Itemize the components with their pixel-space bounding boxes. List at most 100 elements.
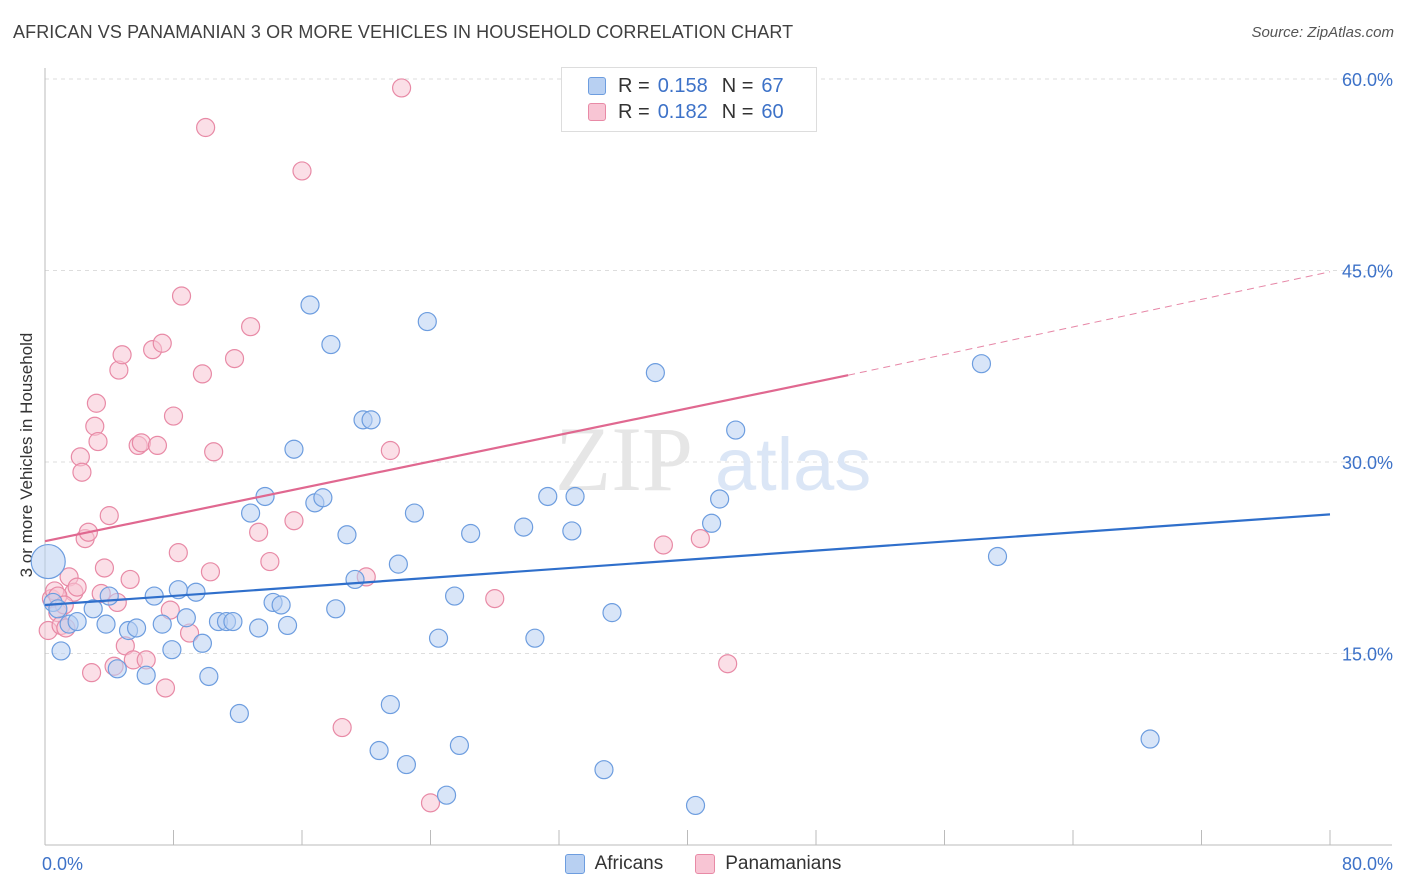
africans-point	[645, 363, 665, 383]
africans-point	[67, 611, 87, 632]
panamanians-point	[99, 506, 119, 526]
africans-point	[300, 295, 320, 315]
africans-point	[514, 517, 534, 537]
africans-point	[277, 615, 298, 636]
legend-item-panamanians[interactable]: Panamanians	[695, 853, 841, 875]
panamanians-point	[249, 522, 269, 542]
africans-point	[192, 633, 213, 653]
chart-title: AFRICAN VS PANAMANIAN 3 OR MORE VEHICLES…	[13, 22, 794, 42]
africans-point	[1140, 729, 1160, 749]
panamanians-point	[81, 663, 102, 683]
africans-point	[726, 420, 746, 440]
africans-point	[48, 599, 68, 619]
africans-point	[136, 665, 156, 685]
stats-row-panamanians: R = 0.182 N = 60	[588, 100, 784, 124]
africans-n-label: N =	[721, 74, 754, 97]
africans-point	[701, 513, 722, 533]
panamanians-point	[391, 78, 412, 98]
africans-r-value: 0.158	[657, 74, 708, 97]
africans-point	[525, 628, 545, 648]
africans-n-value: 67	[761, 74, 784, 97]
tick-labels: 15.0% 30.0% 45.0% 60.0% 0.0% 80.0%	[42, 70, 1393, 874]
panamanians-point	[332, 717, 352, 738]
africans-point	[436, 785, 457, 805]
africans-point	[326, 599, 346, 619]
africans-point	[396, 754, 417, 775]
africans-point	[30, 543, 66, 580]
africans-point	[602, 603, 622, 623]
y-tick-label-15: 15.0%	[1342, 645, 1393, 665]
africans-point	[99, 586, 119, 606]
africans-point	[361, 410, 381, 430]
panamanians-point	[718, 654, 738, 674]
panamanians-r-value: 0.182	[657, 100, 708, 123]
x-tick-label-0: 0.0%	[42, 854, 83, 874]
africans-point	[271, 595, 291, 615]
legend-label-panamanians: Panamanians	[725, 853, 842, 874]
africans-points	[30, 295, 1160, 816]
africans-point	[461, 523, 481, 544]
africans-point	[449, 735, 470, 756]
africans-point	[176, 608, 196, 628]
chart-legend: Africans Panamanians	[0, 851, 1406, 877]
africans-point	[710, 489, 730, 509]
africans-point	[987, 546, 1008, 567]
africans-point	[417, 311, 437, 332]
africans-point	[107, 659, 127, 679]
africans-trend-line	[44, 513, 1331, 607]
africans-point	[83, 599, 103, 619]
panamanians-point	[88, 431, 108, 452]
africans-point	[229, 703, 249, 724]
legend-label-africans: Africans	[594, 853, 664, 874]
panamanians-point	[112, 345, 132, 365]
panamanians-point	[163, 406, 184, 426]
africans-point	[186, 582, 206, 602]
stats-row-africans: R = 0.158 N = 67	[588, 74, 784, 98]
axes	[44, 68, 1392, 846]
panamanians-n-value: 60	[761, 100, 784, 123]
panamanians-point	[380, 440, 400, 461]
africans-point	[444, 586, 465, 606]
panamanians-point	[284, 511, 304, 531]
africans-swatch	[588, 77, 606, 95]
panamanians-point	[260, 551, 280, 572]
africans-point	[126, 618, 147, 638]
panamanians-trend-line-extension	[848, 271, 1331, 376]
africans-point	[321, 334, 341, 355]
legend-item-africans[interactable]: Africans	[564, 853, 664, 875]
africans-point	[162, 640, 182, 660]
y-tick-label-60: 60.0%	[1342, 70, 1393, 90]
africans-point	[337, 525, 357, 545]
panamanians-point	[168, 543, 188, 563]
africans-point	[538, 486, 558, 507]
panamanians-point	[131, 433, 151, 453]
panamanians-n-label: N =	[721, 100, 754, 123]
panamanians-r-label: R =	[618, 100, 650, 123]
panamanians-point	[292, 161, 312, 181]
africans-point	[313, 488, 333, 508]
panamanians-point	[155, 678, 176, 698]
africans-point	[369, 740, 389, 761]
panamanians-point	[171, 286, 192, 306]
panamanians-point	[241, 317, 261, 337]
panamanians-point	[147, 435, 168, 456]
africans-point	[562, 521, 582, 541]
africans-point	[345, 569, 365, 590]
panamanians-point	[200, 562, 221, 582]
panamanians-swatch	[588, 103, 606, 121]
panamanians-point	[653, 535, 674, 555]
africans-point	[284, 439, 304, 459]
panamanians-point	[224, 348, 245, 369]
africans-point	[223, 611, 243, 632]
panamanians-point	[196, 117, 216, 138]
africans-point	[199, 666, 219, 687]
grid-lines	[45, 78, 1392, 654]
trend-lines	[44, 271, 1331, 607]
africans-point	[152, 614, 172, 634]
panamanians-point	[192, 364, 213, 384]
africans-point	[971, 354, 992, 374]
panamanians-point	[94, 558, 115, 578]
panamanians-point	[485, 589, 505, 609]
africans-r-label: R =	[618, 74, 650, 97]
panamanians-point	[204, 442, 224, 462]
